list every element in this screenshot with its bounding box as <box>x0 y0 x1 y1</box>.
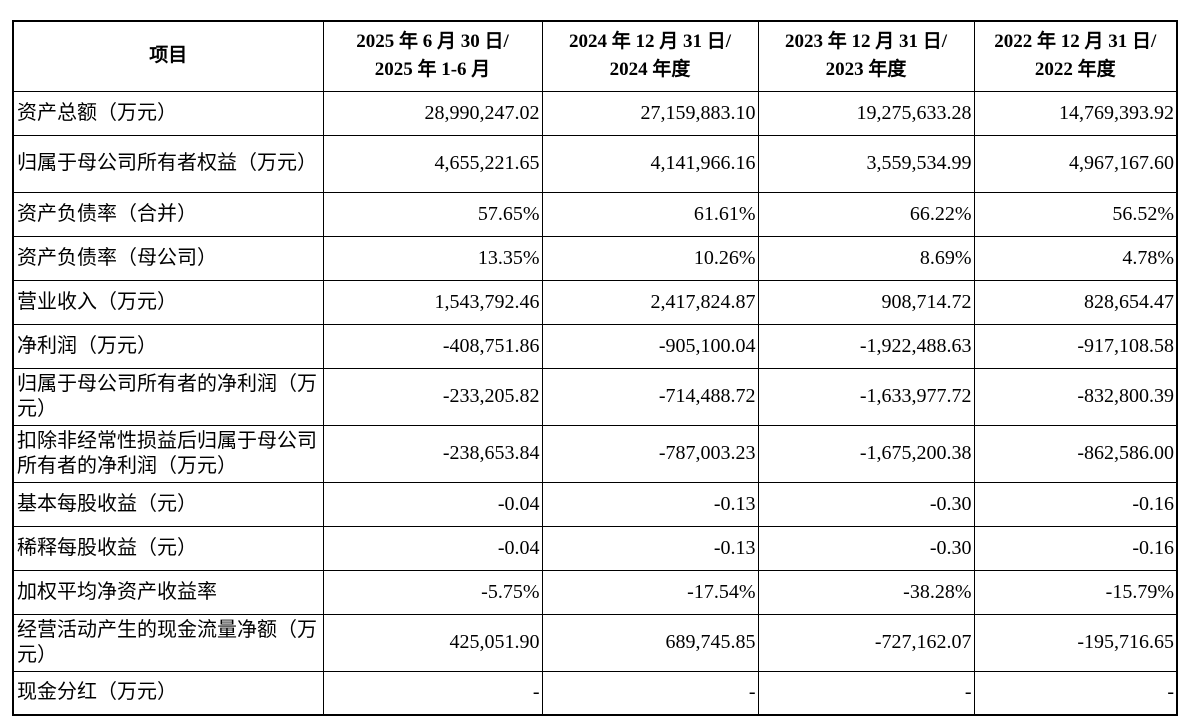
row-label: 扣除非经常性损益后归属于母公司所有者的净利润（万元） <box>12 424 324 483</box>
table-row: 资产负债率（合并） 57.65% 61.61% 66.22% 56.52% <box>12 191 1178 237</box>
row-value: -0.04 <box>322 525 543 571</box>
row-label: 加权平均净资产收益率 <box>12 569 324 615</box>
row-value: 56.52% <box>973 191 1178 237</box>
row-value: 4.78% <box>973 235 1178 281</box>
row-value: 66.22% <box>757 191 975 237</box>
row-value: -238,653.84 <box>322 424 543 483</box>
row-value: 2,417,824.87 <box>541 279 759 325</box>
row-label: 基本每股收益（元） <box>12 481 324 527</box>
row-value: -0.30 <box>757 525 975 571</box>
row-label: 资产总额（万元） <box>12 90 324 136</box>
row-value: 4,655,221.65 <box>322 134 543 193</box>
header-period-2023: 2023 年 12 月 31 日/ 2023 年度 <box>757 20 975 92</box>
row-value: -1,675,200.38 <box>757 424 975 483</box>
row-label: 营业收入（万元） <box>12 279 324 325</box>
table-header-row: 项目 2025 年 6 月 30 日/ 2025 年 1-6 月 2024 年 … <box>12 20 1178 92</box>
row-value: - <box>973 670 1178 716</box>
row-value: 4,141,966.16 <box>541 134 759 193</box>
row-label: 资产负债率（合并） <box>12 191 324 237</box>
row-value: 8.69% <box>757 235 975 281</box>
table-row: 基本每股收益（元） -0.04 -0.13 -0.30 -0.16 <box>12 481 1178 527</box>
row-value: -15.79% <box>973 569 1178 615</box>
table-row: 加权平均净资产收益率 -5.75% -17.54% -38.28% -15.79… <box>12 569 1178 615</box>
row-label: 经营活动产生的现金流量净额（万元） <box>12 613 324 672</box>
row-value: 3,559,534.99 <box>757 134 975 193</box>
row-value: -714,488.72 <box>541 367 759 426</box>
row-label: 稀释每股收益（元） <box>12 525 324 571</box>
row-value: -5.75% <box>322 569 543 615</box>
row-label: 归属于母公司所有者权益（万元） <box>12 134 324 193</box>
row-value: 19,275,633.28 <box>757 90 975 136</box>
row-value: - <box>757 670 975 716</box>
row-value: -0.30 <box>757 481 975 527</box>
row-value: -787,003.23 <box>541 424 759 483</box>
row-value: -832,800.39 <box>973 367 1178 426</box>
row-value: -0.16 <box>973 525 1178 571</box>
row-label: 归属于母公司所有者的净利润（万元） <box>12 367 324 426</box>
row-value: -38.28% <box>757 569 975 615</box>
row-value: -0.16 <box>973 481 1178 527</box>
row-value: - <box>541 670 759 716</box>
table-row: 归属于母公司所有者权益（万元） 4,655,221.65 4,141,966.1… <box>12 134 1178 193</box>
row-value: -905,100.04 <box>541 323 759 369</box>
row-value: -233,205.82 <box>322 367 543 426</box>
table-row: 扣除非经常性损益后归属于母公司所有者的净利润（万元） -238,653.84 -… <box>12 424 1178 483</box>
row-value: 1,543,792.46 <box>322 279 543 325</box>
row-value: -0.04 <box>322 481 543 527</box>
header-period-2024: 2024 年 12 月 31 日/ 2024 年度 <box>541 20 759 92</box>
row-value: 57.65% <box>322 191 543 237</box>
row-value: 425,051.90 <box>322 613 543 672</box>
row-value: -408,751.86 <box>322 323 543 369</box>
header-period-2025h1: 2025 年 6 月 30 日/ 2025 年 1-6 月 <box>322 20 543 92</box>
row-value: 689,745.85 <box>541 613 759 672</box>
row-value: 28,990,247.02 <box>322 90 543 136</box>
row-value: -727,162.07 <box>757 613 975 672</box>
row-value: 27,159,883.10 <box>541 90 759 136</box>
row-value: -0.13 <box>541 481 759 527</box>
row-label: 净利润（万元） <box>12 323 324 369</box>
table-row: 净利润（万元） -408,751.86 -905,100.04 -1,922,4… <box>12 323 1178 369</box>
table-row: 营业收入（万元） 1,543,792.46 2,417,824.87 908,7… <box>12 279 1178 325</box>
row-value: -17.54% <box>541 569 759 615</box>
table-row: 稀释每股收益（元） -0.04 -0.13 -0.30 -0.16 <box>12 525 1178 571</box>
table-row: 资产负债率（母公司） 13.35% 10.26% 8.69% 4.78% <box>12 235 1178 281</box>
row-label: 资产负债率（母公司） <box>12 235 324 281</box>
row-value: 61.61% <box>541 191 759 237</box>
row-value: 4,967,167.60 <box>973 134 1178 193</box>
row-value: -1,922,488.63 <box>757 323 975 369</box>
table-row: 归属于母公司所有者的净利润（万元） -233,205.82 -714,488.7… <box>12 367 1178 426</box>
row-value: -0.13 <box>541 525 759 571</box>
row-value: 908,714.72 <box>757 279 975 325</box>
row-value: 828,654.47 <box>973 279 1178 325</box>
row-value: - <box>322 670 543 716</box>
table-row: 资产总额（万元） 28,990,247.02 27,159,883.10 19,… <box>12 90 1178 136</box>
row-value: 10.26% <box>541 235 759 281</box>
row-label: 现金分红（万元） <box>12 670 324 716</box>
row-value: -917,108.58 <box>973 323 1178 369</box>
header-period-2022: 2022 年 12 月 31 日/ 2022 年度 <box>973 20 1178 92</box>
header-item: 项目 <box>12 20 324 92</box>
row-value: 14,769,393.92 <box>973 90 1178 136</box>
row-value: -195,716.65 <box>973 613 1178 672</box>
row-value: 13.35% <box>322 235 543 281</box>
table-row: 现金分红（万元） - - - - <box>12 670 1178 716</box>
row-value: -862,586.00 <box>973 424 1178 483</box>
financial-summary-table: 项目 2025 年 6 月 30 日/ 2025 年 1-6 月 2024 年 … <box>12 20 1178 716</box>
table-row: 经营活动产生的现金流量净额（万元） 425,051.90 689,745.85 … <box>12 613 1178 672</box>
row-value: -1,633,977.72 <box>757 367 975 426</box>
